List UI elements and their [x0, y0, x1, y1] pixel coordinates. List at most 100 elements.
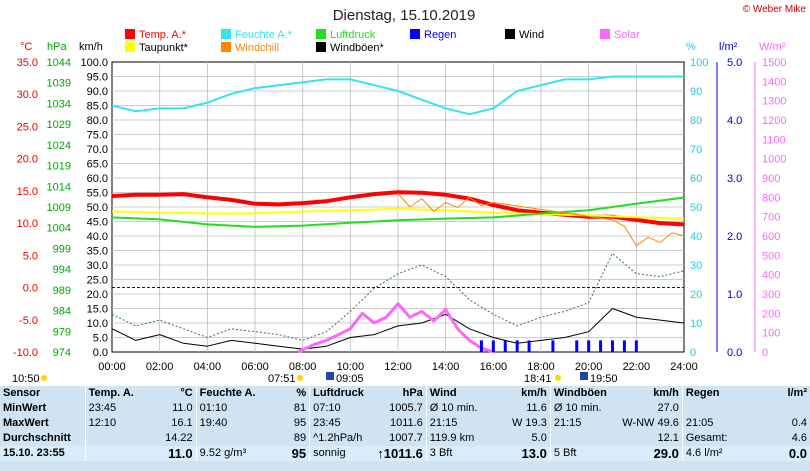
table-header-cell: °C	[145, 386, 197, 401]
legend-swatch	[316, 42, 326, 52]
temp-tick-label: 15.0	[17, 186, 38, 198]
legend-label: Windböen*	[330, 42, 385, 54]
table-row: 15.10. 23:55 11.0 9.52 g/m³ 95 sonnig ↑1011.6…	[0, 446, 810, 461]
series-line-windben	[111, 252, 685, 341]
rain-bar	[611, 340, 614, 352]
copyright-text: © Weber Mike	[743, 4, 807, 15]
legend-label: Regen	[424, 29, 456, 41]
legend-swatch	[221, 42, 231, 52]
pct-tick-label: 20	[690, 289, 702, 301]
table-cell: 12.1	[657, 432, 679, 444]
table-cell: 4.6 l/m²	[681, 446, 743, 461]
rain-bar	[587, 340, 591, 352]
table-cell: 11.0	[145, 446, 197, 461]
solar-tick-label: 300	[762, 289, 780, 301]
table-cell: 1011.6	[389, 417, 423, 429]
kmh-tick-label: 25.0	[87, 275, 108, 287]
table-cell	[84, 446, 146, 461]
series-line-taupunkt	[111, 207, 685, 220]
solar-unit-label: W/m²	[759, 41, 786, 53]
kmh-tick-label: 35.0	[87, 246, 108, 258]
table-header-cell: Regen	[681, 386, 743, 401]
hpa-tick-label: 1019	[47, 161, 71, 173]
kmh-unit-label: km/h	[79, 41, 103, 53]
hpa-tick-label: 974	[53, 347, 71, 359]
pct-tick-label: 70	[690, 144, 702, 156]
table-cell: 3 Bft	[425, 446, 490, 461]
hpa-tick-label: 999	[53, 243, 71, 255]
time-tick-label: 04:00	[194, 361, 222, 373]
kmh-tick-label: 100.0	[80, 57, 108, 69]
stats-table-panel: Sensor Temp. A. °C Feuchte A.% Luftdruck hPa W…	[0, 386, 810, 471]
temp-tick-label: 0.0	[23, 283, 38, 295]
hpa-tick-label: 1004	[47, 223, 71, 235]
table-cell: sonnig	[309, 446, 373, 461]
table-cell: 1007.7	[389, 432, 423, 444]
solar-tick-label: 600	[762, 231, 780, 243]
kmh-tick-label: 15.0	[87, 304, 108, 316]
time-tick-label: 06:00	[241, 361, 269, 373]
kmh-tick-label: 70.0	[87, 144, 108, 156]
moonset-time: 19:50	[590, 373, 618, 385]
pct-tick-label: 40	[690, 231, 702, 243]
table-header-cell: Wind	[425, 386, 490, 401]
legend-swatch	[505, 29, 515, 39]
legend-swatch	[600, 29, 610, 39]
hpa-tick-label: 994	[53, 264, 71, 276]
table-cell: 19:40	[195, 416, 264, 431]
pct-tick-label: 80	[690, 115, 702, 127]
table-cell: Gesamt:	[681, 431, 743, 446]
table-header-cell: Windböen	[549, 386, 617, 401]
kmh-tick-label: 60.0	[87, 173, 108, 185]
rain-bar	[527, 340, 531, 352]
table-row: MaxWert 12:10 16.1 19:40 95 23:45 1011.6 21:15 W…	[0, 416, 810, 431]
legend-swatch	[221, 29, 231, 39]
table-cell: 16.1	[171, 417, 193, 429]
moon-icon	[41, 375, 47, 381]
table-cell: 95	[293, 417, 307, 429]
table-cell: Ø 10 min.	[425, 401, 490, 416]
transit-time: 09:05	[336, 373, 364, 385]
table-cell: 21:05	[681, 416, 743, 431]
rain-bar	[575, 340, 579, 352]
table-cell: 27.0	[657, 402, 679, 414]
solar-tick-label: 400	[762, 270, 780, 282]
time-tick-label: 22:00	[623, 361, 651, 373]
kmh-tick-label: 5.0	[93, 333, 108, 345]
table-cell: 4.6	[791, 432, 807, 444]
kmh-tick-label: 75.0	[87, 130, 108, 142]
solar-tick-label: 1400	[762, 76, 786, 88]
weather-chart: Dienstag, 15.10.2019 © Weber Mike Temp. …	[12, 4, 807, 385]
table-cell	[743, 401, 810, 416]
hpa-tick-label: 1009	[47, 202, 71, 214]
legend: Temp. A.* Feuchte A.* Luftdruck Regen Wind So…	[125, 29, 640, 54]
series-line-windchill	[397, 193, 685, 247]
pct-tick-label: 10	[690, 318, 702, 330]
row-label: MaxWert	[3, 417, 49, 429]
kmh-tick-label: 20.0	[87, 289, 108, 301]
table-cell: 95	[263, 446, 310, 461]
table-header-cell: Feuchte A.	[195, 386, 264, 401]
legend-label: Taupunkt*	[139, 42, 189, 54]
rain-unit-label: l/m²	[719, 41, 738, 53]
hpa-tick-label: 1039	[47, 78, 71, 90]
time-tick-label: 20:00	[575, 361, 603, 373]
table-cell: 11.0	[172, 402, 193, 414]
table-cell: W-NW 49.6	[622, 417, 679, 429]
table-cell: 81	[293, 402, 307, 414]
legend-label: Luftdruck	[330, 29, 376, 41]
table-cell: ↑1011.6	[372, 446, 427, 461]
kmh-tick-label: 85.0	[87, 101, 108, 113]
table-header-cell: l/m²	[742, 386, 810, 401]
kmh-tick-label: 80.0	[87, 115, 108, 127]
chart-title: Dienstag, 15.10.2019	[333, 7, 476, 24]
table-cell: 89	[293, 432, 307, 444]
kmh-tick-label: 95.0	[87, 72, 108, 84]
kmh-tick-label: 40.0	[87, 231, 108, 243]
time-tick-label: 24:00	[670, 361, 698, 373]
transit-icon	[326, 372, 334, 380]
table-cell	[549, 431, 617, 446]
solar-tick-label: 100	[762, 328, 780, 340]
temp-tick-label: -10.0	[13, 347, 38, 359]
table-cell: ^1.2hPa/h	[309, 431, 373, 446]
